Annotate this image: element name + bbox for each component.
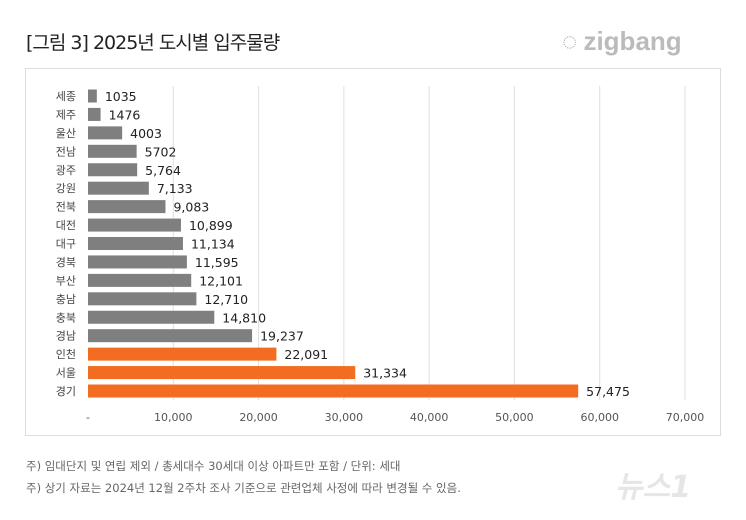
value-label: 19,237 [260,329,304,344]
value-label: 1476 [109,107,141,122]
chart-title: [그림 3] 2025년 도시별 입주물량 [26,32,280,54]
category-label: 경기 [56,385,76,398]
value-label: 10,899 [189,218,233,233]
category-label: 울산 [56,127,76,140]
x-tick-label: 10,000 [154,411,193,424]
category-label: 광주 [56,164,76,177]
bar [88,144,137,158]
x-tick-label: 20,000 [239,411,278,424]
x-tick-label: 40,000 [410,411,449,424]
bar [88,292,197,306]
category-label: 경북 [56,256,76,269]
category-label: 충남 [56,293,76,306]
bar [88,181,149,195]
value-label: 14,810 [222,310,266,325]
bar [88,347,277,361]
chart-frame [25,68,721,436]
value-label: 31,334 [363,366,407,381]
category-label: 대구 [56,238,76,251]
value-label: 11,134 [191,237,235,252]
bar [88,310,215,324]
x-tick-label: 70,000 [666,411,705,424]
value-label: 1035 [105,89,137,104]
x-tick-label: 50,000 [495,411,534,424]
category-label: 부산 [56,274,76,287]
logo-icon: ◌ [562,26,578,56]
category-label: 대전 [56,219,76,232]
value-label: 7,133 [157,181,193,196]
x-tick-label: 60,000 [580,411,619,424]
value-label: 11,595 [195,255,239,270]
bar [88,384,579,398]
bar [88,200,166,214]
value-label: 5,764 [145,163,181,178]
bar [88,163,138,177]
category-label: 인천 [56,347,76,361]
x-tick-label: 30,000 [325,411,364,424]
value-label: 9,083 [173,200,209,215]
value-label: 4003 [130,126,162,141]
value-label: 12,710 [204,292,248,307]
category-label: 세종 [56,90,76,103]
bar [88,273,192,287]
value-label: 12,101 [199,273,243,288]
bar [88,255,187,269]
category-label: 제주 [56,108,76,121]
category-label: 충북 [56,311,76,324]
bar [88,237,183,250]
x-tick-label: - [86,411,90,424]
bar [88,366,356,380]
value-label: 22,091 [284,347,328,362]
category-label: 전북 [56,201,76,214]
note-2: 주) 상기 자료는 2024년 12월 2주차 조사 기준으로 관련업체 사정에… [26,481,461,495]
value-label: 5702 [145,144,177,159]
bar [88,107,101,121]
category-label: 서울 [56,367,76,380]
bar [88,89,97,103]
category-label: 전남 [56,145,76,158]
news1-watermark: 뉴스1 [615,470,692,505]
zigbang-logo: ◌ zigbang [562,26,682,56]
bar [88,329,253,343]
category-label: 강원 [56,182,76,195]
value-label: 57,475 [586,384,630,399]
note-1: 주) 임대단지 및 연립 제외 / 총세대수 30세대 이상 아파트만 포함 /… [26,459,401,473]
bar [88,218,181,232]
category-label: 경남 [56,330,76,343]
bar [88,126,123,140]
